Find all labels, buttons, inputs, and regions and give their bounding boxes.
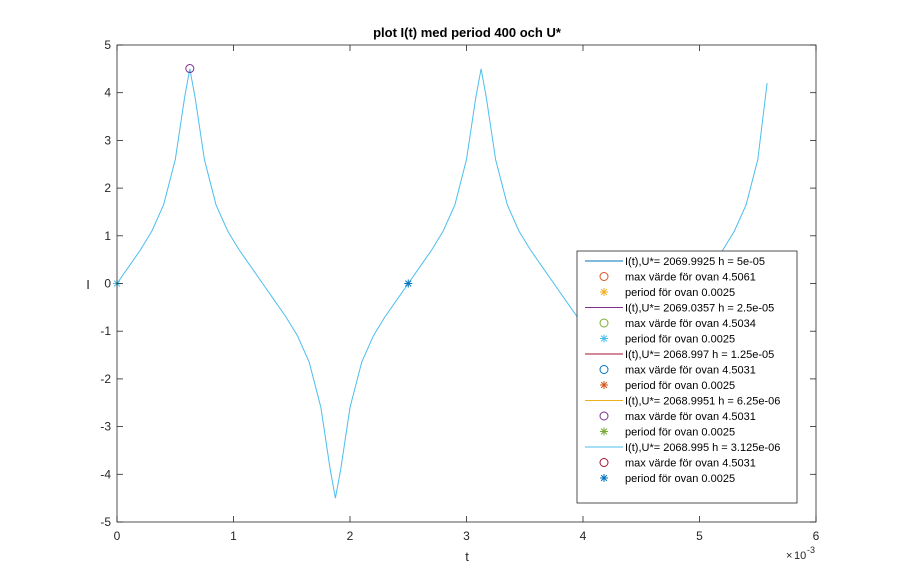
chart-title: plot I(t) med period 400 och U* bbox=[373, 25, 562, 40]
legend-label: I(t),U*= 2068.9951 h = 6.25e-06 bbox=[625, 396, 780, 408]
y-tick-label: -3 bbox=[100, 420, 111, 434]
legend-entry: period för ovan 0.0025 bbox=[600, 380, 735, 392]
legend-label: period för ovan 0.0025 bbox=[625, 380, 735, 392]
x-tick-label: 5 bbox=[696, 529, 703, 543]
legend-box bbox=[576, 250, 798, 504]
y-tick-label: -1 bbox=[100, 324, 111, 338]
legend-swatch-circle bbox=[599, 318, 609, 328]
legend-entry: period för ovan 0.0025 bbox=[600, 287, 735, 299]
legend-entry: max värde för ovan 4.5061 bbox=[599, 272, 756, 284]
legend-swatch-circle bbox=[599, 365, 609, 374]
y-tick-label: -5 bbox=[100, 515, 111, 529]
legend-entry: max värde för ovan 4.5031 bbox=[599, 411, 756, 423]
legend-label: I(t),U*= 2068.997 h = 1.25e-05 bbox=[625, 349, 774, 361]
max-marker bbox=[185, 64, 195, 74]
legend-entry: I(t),U*= 2069.0357 h = 2.5e-05 bbox=[585, 303, 774, 315]
y-axis-label: I bbox=[86, 277, 90, 292]
legend-label: period för ovan 0.0025 bbox=[625, 473, 735, 485]
legend-label: max värde för ovan 4.5031 bbox=[625, 365, 756, 377]
legend-label: I(t),U*= 2069.0357 h = 2.5e-05 bbox=[625, 303, 774, 315]
legend-label: period för ovan 0.0025 bbox=[625, 334, 735, 346]
legend-entries: I(t),U*= 2069.9925 h = 5e-05 max värde fö… bbox=[585, 256, 780, 485]
legend-label: max värde för ovan 4.5031 bbox=[625, 458, 756, 470]
legend-entry: max värde för ovan 4.5031 bbox=[599, 458, 756, 470]
legend-label: max värde för ovan 4.5034 bbox=[625, 318, 756, 330]
legend-label: max värde för ovan 4.5061 bbox=[625, 272, 756, 284]
x-axis-ticks: 0 1 2 3 4 5 6 bbox=[114, 45, 820, 543]
y-tick-label: 3 bbox=[104, 133, 111, 147]
x-tick-label: 3 bbox=[463, 529, 470, 543]
y-tick-label: 2 bbox=[104, 181, 111, 195]
legend-label: max värde för ovan 4.5031 bbox=[625, 411, 756, 423]
legend-entry: period för ovan 0.0025 bbox=[600, 473, 735, 485]
legend-swatch-circle bbox=[599, 411, 609, 421]
legend-entry: period för ovan 0.0025 bbox=[600, 427, 735, 439]
legend-entry: I(t),U*= 2068.995 h = 3.125e-06 bbox=[585, 442, 780, 454]
legend-entry: I(t),U*= 2068.9951 h = 6.25e-06 bbox=[585, 396, 780, 408]
legend-label: I(t),U*= 2068.995 h = 3.125e-06 bbox=[625, 442, 780, 454]
legend: I(t),U*= 2069.9925 h = 5e-05 max värde fö… bbox=[576, 250, 798, 504]
x-tick-label: 2 bbox=[347, 529, 354, 543]
legend-swatch-star bbox=[600, 474, 608, 482]
legend-entry: I(t),U*= 2069.9925 h = 5e-05 bbox=[585, 256, 765, 268]
x-tick-label: 1 bbox=[230, 529, 237, 543]
legend-swatch-star bbox=[600, 381, 608, 389]
legend-entry: period för ovan 0.0025 bbox=[600, 334, 735, 346]
legend-label: period för ovan 0.0025 bbox=[625, 287, 735, 299]
x-axis-exponent-power: -3 bbox=[807, 545, 815, 555]
legend-swatch-circle bbox=[599, 272, 609, 281]
legend-swatch-star bbox=[600, 288, 608, 296]
legend-swatch-star bbox=[600, 427, 608, 436]
y-axis-ticks: -5 -4 -3 -2 -1 0 1 2 3 4 5 bbox=[100, 38, 816, 529]
legend-label: I(t),U*= 2069.9925 h = 5e-05 bbox=[625, 256, 765, 268]
legend-label: period för ovan 0.0025 bbox=[625, 427, 735, 439]
x-tick-label: 4 bbox=[580, 529, 587, 543]
legend-entry: I(t),U*= 2068.997 h = 1.25e-05 bbox=[585, 349, 774, 361]
x-axis-label: t bbox=[465, 549, 469, 564]
x-tick-label: 6 bbox=[813, 529, 820, 543]
period-marker bbox=[404, 279, 413, 288]
y-tick-label: 1 bbox=[104, 229, 111, 243]
y-tick-label: 5 bbox=[104, 38, 111, 52]
legend-swatch-star bbox=[600, 334, 608, 343]
y-tick-label: -4 bbox=[100, 467, 111, 481]
legend-entry: max värde för ovan 4.5031 bbox=[599, 365, 756, 377]
legend-entry: max värde för ovan 4.5034 bbox=[599, 318, 756, 330]
y-tick-label: 0 bbox=[104, 277, 111, 291]
x-axis-exponent: × 10 -3 bbox=[786, 545, 815, 562]
y-tick-label: 4 bbox=[104, 86, 111, 100]
x-tick-label: 0 bbox=[114, 529, 121, 543]
legend-swatch-circle bbox=[599, 458, 609, 467]
x-axis-exponent-prefix: × bbox=[786, 550, 792, 562]
y-tick-label: -2 bbox=[100, 372, 111, 386]
x-axis-exponent-base: 10 bbox=[794, 550, 806, 562]
